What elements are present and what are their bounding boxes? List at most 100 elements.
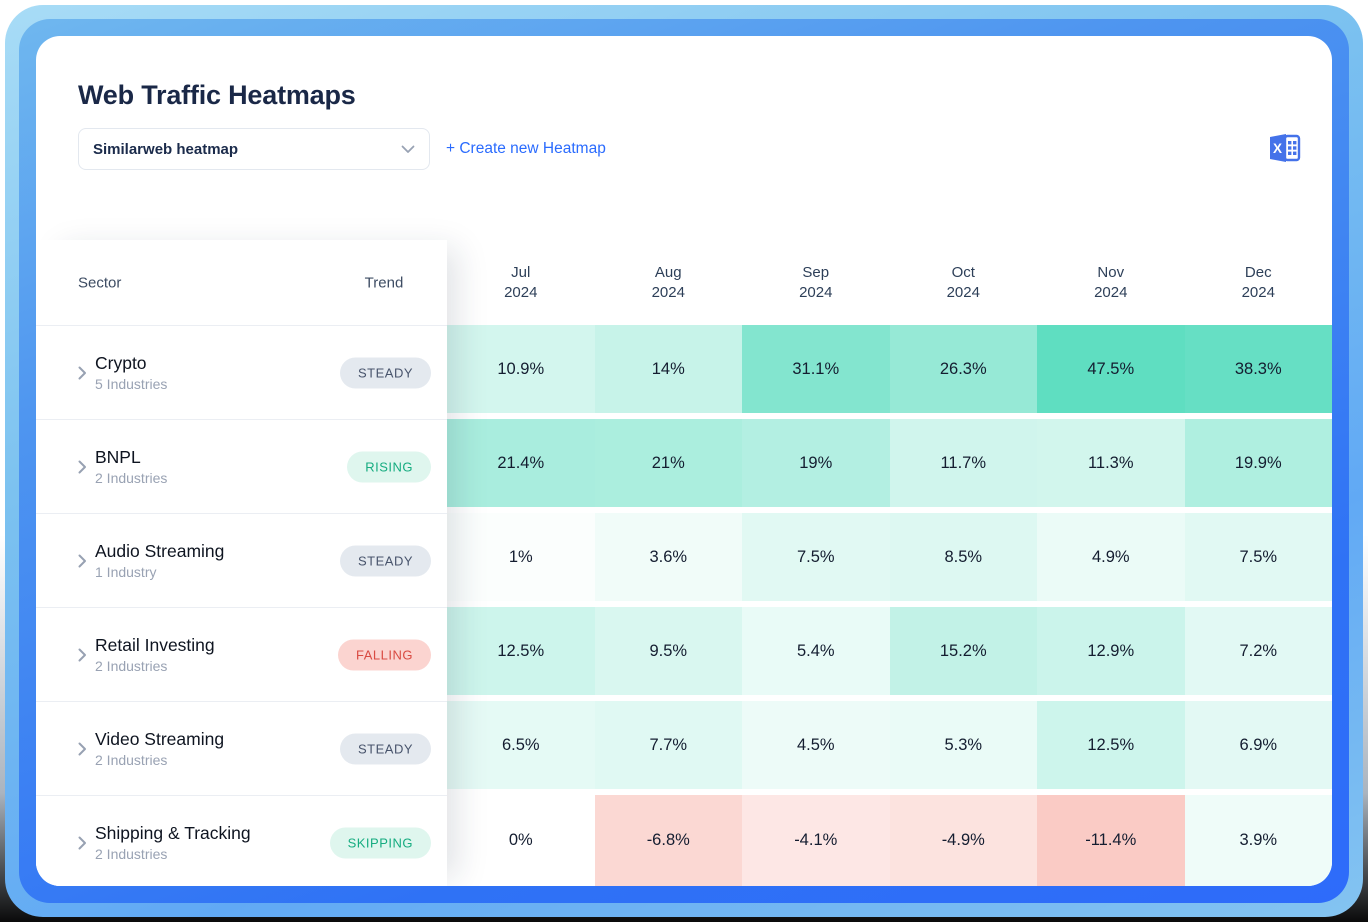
heatmap-row: 21.4% 21% 19% 11.7% 11.3% 19.9% [447, 419, 1332, 507]
heatmap-cell: 8.5% [889, 513, 1037, 601]
chevron-right-icon[interactable] [78, 742, 87, 756]
month-headers: Jul 2024 Aug 2024 Sep 2024 Oct 2024 Nov 2024 Dec 20… [447, 240, 1332, 325]
heatmap-cell: 38.3% [1184, 325, 1332, 413]
heatmap-row: 10.9% 14% 31.1% 26.3% 47.5% 38.3% [447, 325, 1332, 413]
heatmap-cell: 10.9% [447, 325, 595, 413]
sector-name: Video Streaming [95, 729, 225, 749]
column-year-label: 2024 [799, 284, 833, 301]
create-new-heatmap-link[interactable]: + Create new Heatmap [446, 140, 606, 157]
column-year-label: 2024 [504, 284, 538, 301]
heatmap-cell: -11.4% [1037, 795, 1185, 886]
panel-header: Sector Trend [36, 240, 447, 325]
heatmap-cell: 19.9% [1184, 419, 1332, 507]
industries-count: 2 Industries [95, 470, 168, 486]
heatmap-cell: 31.1% [742, 325, 890, 413]
heatmap-row: 6.5% 7.7% 4.5% 5.3% 12.5% 6.9% [447, 701, 1332, 789]
sector-info: Retail Investing 2 Industries [95, 635, 215, 674]
heatmap-cell: 7.7% [594, 701, 742, 789]
sector-info: BNPL 2 Industries [95, 447, 167, 486]
industries-count: 1 Industry [95, 564, 157, 580]
table-row[interactable]: Video Streaming 2 Industries STEADY [36, 701, 447, 795]
table-row[interactable]: Shipping & Tracking 2 Industries SKIPPING [36, 795, 447, 886]
heatmap-select-dropdown[interactable]: Similarweb heatmap [78, 128, 430, 170]
table-row[interactable]: BNPL 2 Industries RISING [36, 419, 447, 513]
chevron-right-icon[interactable] [78, 366, 87, 380]
heatmap-cell: 12.9% [1037, 607, 1185, 695]
heatmap-cell: 14% [594, 325, 742, 413]
heatmap-grid: 10.9% 14% 31.1% 26.3% 47.5% 38.3% 21.4% 21% 19% 1… [447, 325, 1332, 886]
heatmap-cell: 5.3% [889, 701, 1037, 789]
column-year-label: 2024 [1094, 284, 1128, 301]
sector-name: BNPL [95, 447, 141, 467]
column-header: Aug 2024 [595, 240, 743, 325]
excel-icon: X [1267, 132, 1301, 169]
sector-info: Video Streaming 2 Industries [95, 729, 224, 768]
trend-badge: STEADY [339, 733, 431, 764]
column-header: Dec 2024 [1185, 240, 1333, 325]
heatmap-cell: 11.3% [1037, 419, 1185, 507]
industries-count: 2 Industries [95, 846, 168, 862]
trend-badge: STEADY [339, 545, 431, 576]
heatmap-cell: 12.5% [447, 607, 595, 695]
heatmap-cell: -4.9% [889, 795, 1037, 886]
chevron-down-icon [401, 145, 415, 154]
heatmap-cell: 21.4% [447, 419, 595, 507]
heatmap-cell: 4.5% [742, 701, 890, 789]
column-header: Nov 2024 [1037, 240, 1185, 325]
sector-name: Retail Investing [95, 635, 215, 655]
sector-name: Crypto [95, 353, 147, 373]
app-card: Web Traffic Heatmaps Similarweb heatmap … [36, 36, 1332, 886]
chevron-right-icon[interactable] [78, 648, 87, 662]
heatmap-row: 1% 3.6% 7.5% 8.5% 4.9% 7.5% [447, 513, 1332, 601]
heatmap-cell: 4.9% [1037, 513, 1185, 601]
heatmap-cell: 5.4% [742, 607, 890, 695]
industries-count: 5 Industries [95, 376, 168, 392]
heatmap-cell: 7.5% [742, 513, 890, 601]
heatmap-cell: 12.5% [1037, 701, 1185, 789]
column-month-label: Jul [511, 264, 531, 281]
column-header: Jul 2024 [447, 240, 595, 325]
table-row[interactable]: Retail Investing 2 Industries FALLING [36, 607, 447, 701]
heatmap-row: 0% -6.8% -4.1% -4.9% -11.4% 3.9% [447, 795, 1332, 886]
heatmap-cell: 0% [447, 795, 595, 886]
sector-rows: Crypto 5 Industries STEADY BNPL 2 Industries… [36, 325, 447, 886]
sector-panel: Sector Trend Crypto 5 Industries STEADY BNP… [36, 240, 447, 886]
heatmap-cell: 3.9% [1184, 795, 1332, 886]
column-month-label: Aug [654, 264, 682, 281]
industries-count: 2 Industries [95, 752, 168, 768]
heatmap-row: 12.5% 9.5% 5.4% 15.2% 12.9% 7.2% [447, 607, 1332, 695]
chevron-right-icon[interactable] [78, 554, 87, 568]
column-year-label: 2024 [1241, 284, 1275, 301]
table-row[interactable]: Crypto 5 Industries STEADY [36, 325, 447, 419]
column-header: Oct 2024 [890, 240, 1038, 325]
svg-text:X: X [1273, 141, 1282, 156]
trend-badge: SKIPPING [329, 827, 431, 858]
page-title: Web Traffic Heatmaps [78, 80, 356, 110]
trend-badge: RISING [347, 451, 431, 482]
export-excel-button[interactable]: X [1266, 132, 1302, 168]
column-year-label: 2024 [651, 284, 685, 301]
heatmap-cell: 6.9% [1184, 701, 1332, 789]
industries-count: 2 Industries [95, 658, 168, 674]
heatmap-cell: 1% [447, 513, 595, 601]
chevron-right-icon[interactable] [78, 836, 87, 850]
sector-info: Shipping & Tracking 2 Industries [95, 823, 251, 862]
column-month-label: Nov [1097, 264, 1125, 281]
sector-info: Crypto 5 Industries [95, 353, 167, 392]
column-month-label: Oct [951, 264, 975, 281]
heatmap-cell: 9.5% [594, 607, 742, 695]
column-year-label: 2024 [946, 284, 980, 301]
column-header: Sep 2024 [742, 240, 890, 325]
trend-badge: STEADY [339, 357, 431, 388]
heatmap-cell: 7.5% [1184, 513, 1332, 601]
heatmap-cell: 19% [742, 419, 890, 507]
heatmap-cell: 3.6% [594, 513, 742, 601]
heatmap-cell: -6.8% [594, 795, 742, 886]
sector-name: Shipping & Tracking [95, 823, 251, 843]
table-row[interactable]: Audio Streaming 1 Industry STEADY [36, 513, 447, 607]
heatmap-select-value: Similarweb heatmap [93, 140, 239, 158]
heatmap-cell: 21% [594, 419, 742, 507]
sector-info: Audio Streaming 1 Industry [95, 541, 224, 580]
heatmap-cell: 7.2% [1184, 607, 1332, 695]
chevron-right-icon[interactable] [78, 460, 87, 474]
